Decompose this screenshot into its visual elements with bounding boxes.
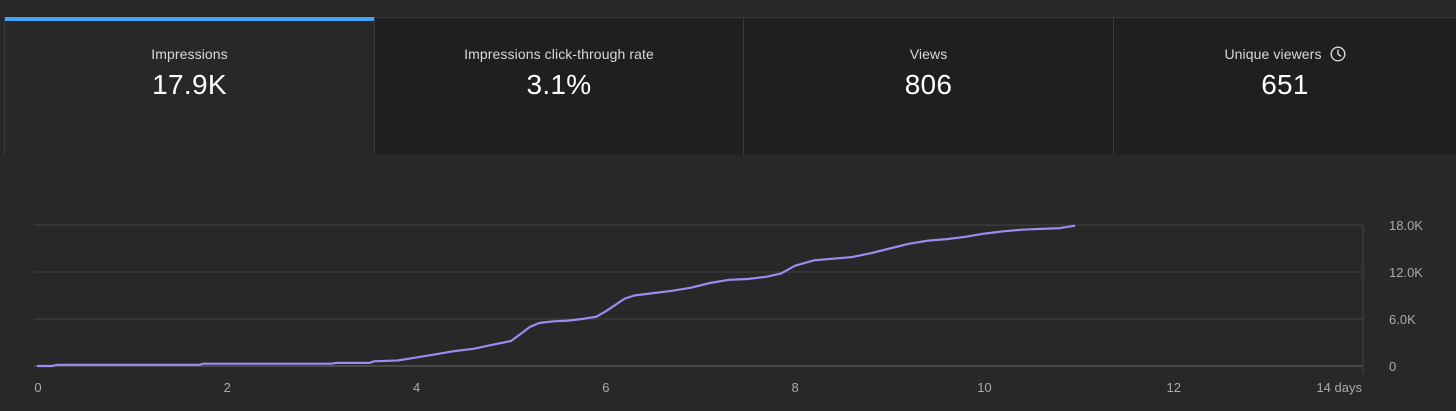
y-tick-label: 12.0K — [1389, 265, 1423, 280]
metric-tabs: Impressions 17.9K Impressions click-thro… — [4, 17, 1456, 156]
chart-area: 0 6.0K 12.0K 18.0K 0 2 4 6 8 10 12 14 days — [0, 155, 1456, 411]
x-tick-label: 0 — [34, 380, 41, 395]
impressions-line-chart: 0 6.0K 12.0K 18.0K 0 2 4 6 8 10 12 14 days — [34, 218, 1423, 395]
tab-label-row: Impressions — [151, 44, 228, 64]
tab-label: Impressions — [151, 46, 228, 62]
tab-label: Unique viewers — [1224, 46, 1322, 62]
tab-label: Views — [909, 46, 948, 62]
x-tick-label: 10 — [977, 380, 991, 395]
tab-label-row: Impressions click-through rate — [464, 44, 654, 64]
tab-label: Impressions click-through rate — [464, 46, 654, 62]
tab-value: 806 — [904, 69, 953, 100]
x-tick-label: 8 — [792, 380, 799, 395]
tab-value: 651 — [1261, 69, 1309, 100]
x-tick-label: 6 — [602, 380, 609, 395]
tab-value: 3.1% — [526, 69, 592, 100]
tab-impressions[interactable]: Impressions 17.9K — [5, 17, 375, 156]
x-tick-label: 2 — [224, 380, 231, 395]
tab-views[interactable]: Views 806 — [744, 18, 1114, 156]
top-strip — [0, 0, 1456, 17]
x-tick-label: 14 days — [1316, 380, 1362, 395]
tab-unique-viewers[interactable]: Unique viewers 651 — [1114, 18, 1456, 156]
tab-value: 17.9K — [152, 69, 227, 100]
y-tick-label: 0 — [1389, 359, 1396, 374]
tab-label-row: Views — [910, 44, 948, 64]
x-tick-label: 4 — [413, 380, 420, 395]
impressions-series-line[interactable] — [36, 224, 1076, 368]
clock-icon[interactable] — [1330, 46, 1346, 62]
y-tick-label: 18.0K — [1389, 218, 1423, 233]
y-tick-label: 6.0K — [1389, 312, 1416, 327]
tab-label-row: Unique viewers — [1224, 44, 1346, 64]
x-tick-label: 12 — [1166, 380, 1180, 395]
tab-impressions-ctr[interactable]: Impressions click-through rate 3.1% — [375, 18, 744, 156]
